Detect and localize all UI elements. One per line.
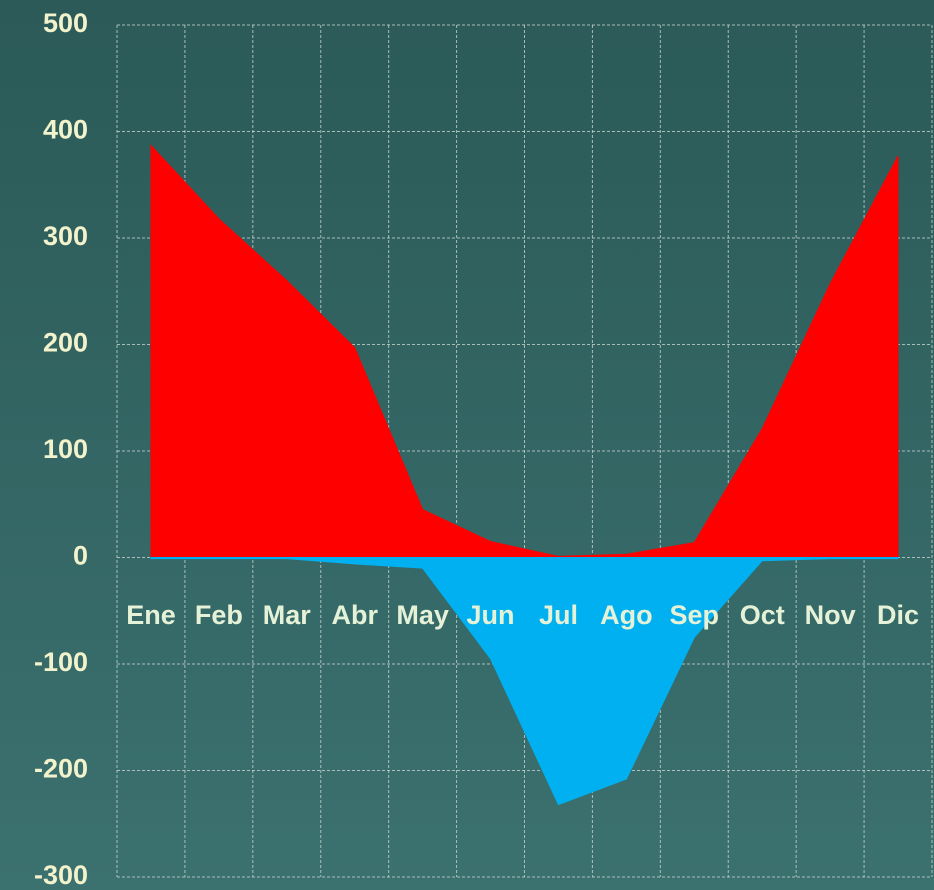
y-tick-label: -100 <box>34 647 88 677</box>
x-tick-label: Sep <box>670 600 720 630</box>
x-tick-label: Feb <box>195 600 243 630</box>
x-tick-label: Mar <box>263 600 312 630</box>
y-tick-label: 100 <box>43 434 88 464</box>
x-tick-label: Nov <box>805 600 856 630</box>
x-tick-label: Abr <box>331 600 378 630</box>
y-tick-label: 300 <box>43 221 88 251</box>
x-tick-label: Jun <box>467 600 515 630</box>
area <box>150 144 899 558</box>
x-tick-label: Jul <box>539 600 578 630</box>
x-tick-label: Ene <box>126 600 176 630</box>
y-tick-label: 500 <box>43 8 88 38</box>
x-tick-label: Oct <box>740 600 785 630</box>
x-tick-label: May <box>396 600 449 630</box>
y-tick-label: 200 <box>43 328 88 358</box>
y-tick-label: 0 <box>73 541 88 571</box>
y-tick-label: 400 <box>43 115 88 145</box>
y-tick-label: -200 <box>34 754 88 784</box>
x-tick-label: Ago <box>600 600 652 630</box>
x-tick-label: Dic <box>877 600 919 630</box>
area <box>150 557 899 806</box>
y-tick-label: -300 <box>34 860 88 890</box>
